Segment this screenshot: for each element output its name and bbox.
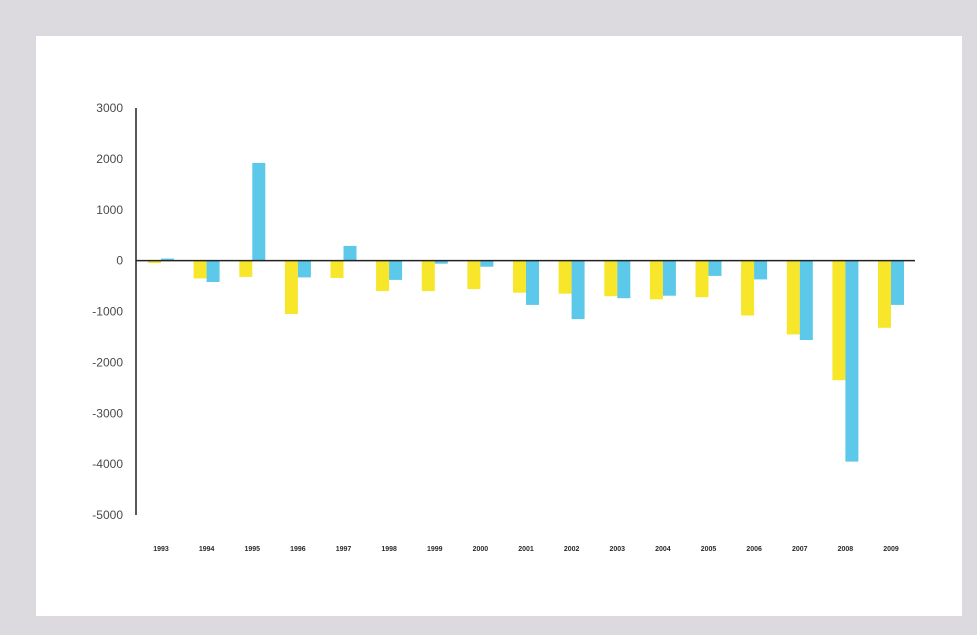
y-tick-label: -5000 xyxy=(92,508,123,522)
x-tick-label: 2001 xyxy=(518,546,534,553)
bar-series-1 xyxy=(786,260,800,335)
bar-series-2 xyxy=(206,260,220,282)
x-axis: 1993 1994 1995 1996 1997 1998 1999 2000 2001 2002… xyxy=(136,259,915,553)
x-tick-label: 2008 xyxy=(838,546,854,553)
x-tick-label: 1997 xyxy=(336,546,352,553)
y-tick-label: -2000 xyxy=(92,355,123,369)
bar-series-1 xyxy=(376,260,390,292)
bar-series-2 xyxy=(571,260,585,320)
y-tick-label: -1000 xyxy=(92,305,123,319)
bar-series-1 xyxy=(649,260,663,300)
x-tick-label: 2005 xyxy=(701,546,717,553)
bar-series-2 xyxy=(297,260,311,278)
y-tick-label: 1000 xyxy=(96,203,123,217)
bar-series-1 xyxy=(558,260,572,294)
bar-series-2 xyxy=(845,260,859,462)
bar-series-2 xyxy=(526,260,539,305)
bar-series-2 xyxy=(389,260,403,280)
bar-series-2 xyxy=(662,260,676,296)
bar-series-1 xyxy=(604,260,618,297)
x-tick-label: 2007 xyxy=(792,546,808,553)
x-tick-label: 2002 xyxy=(564,546,580,553)
bar-series-1 xyxy=(148,260,161,264)
bar-series-2 xyxy=(891,260,904,305)
bar-series-2 xyxy=(708,260,722,276)
y-tick-label: 3000 xyxy=(96,101,123,115)
bar-series-2 xyxy=(161,258,174,261)
y-tick-label: 2000 xyxy=(96,152,123,166)
x-tick-label: 2009 xyxy=(883,546,899,553)
x-tick-label: 1994 xyxy=(199,546,215,553)
bar-series-1 xyxy=(695,260,709,298)
bar-series-1 xyxy=(741,260,755,316)
x-tick-label: 2000 xyxy=(473,546,489,553)
x-tick-label: 1993 xyxy=(153,546,169,553)
x-tick-label: 1999 xyxy=(427,546,443,553)
bar-series-2 xyxy=(480,260,494,267)
x-tick-label: 2003 xyxy=(609,546,625,553)
y-tick-label: -3000 xyxy=(92,406,123,420)
x-tick-label: 2006 xyxy=(746,546,762,553)
bar-series-2 xyxy=(754,260,768,280)
y-tick-label: 0 xyxy=(116,254,123,268)
x-tick-label: 1995 xyxy=(244,546,260,553)
x-tick-label: 1996 xyxy=(290,546,306,553)
bars xyxy=(148,162,904,462)
bar-series-1 xyxy=(467,260,481,290)
bar-series-2 xyxy=(799,260,813,340)
x-tick-label: 2004 xyxy=(655,546,671,553)
bar-series-1 xyxy=(878,260,891,328)
bar-series-1 xyxy=(239,260,253,277)
y-tick-label: -4000 xyxy=(92,457,123,471)
x-tick-label: 1998 xyxy=(381,546,397,553)
bar-series-1 xyxy=(832,260,846,381)
bar-series-1 xyxy=(330,260,344,278)
bar-series-2 xyxy=(434,260,448,264)
y-axis: 3000 2000 1000 0 -1000 -2000 -3000 -4000 -5000 xyxy=(92,101,137,522)
bar-series-1 xyxy=(284,260,298,314)
bar-series-1 xyxy=(193,260,207,279)
bar-series-2 xyxy=(343,245,357,261)
bar-series-2 xyxy=(252,162,266,261)
bar-series-1 xyxy=(513,260,526,293)
bar-series-2 xyxy=(617,260,631,299)
bar-series-1 xyxy=(421,260,435,292)
